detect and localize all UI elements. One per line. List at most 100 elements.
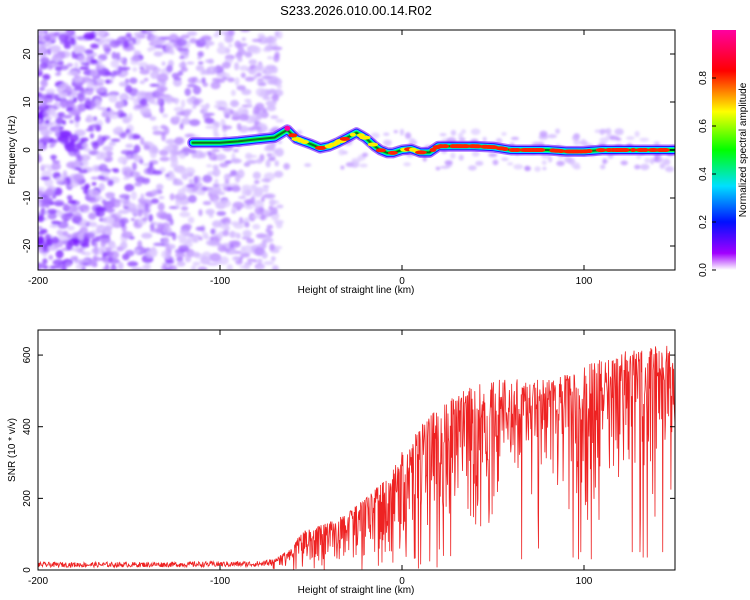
noise-blob bbox=[107, 179, 114, 187]
noise-blob bbox=[255, 233, 267, 239]
noise-blob bbox=[89, 133, 95, 139]
noise-blob bbox=[147, 166, 153, 172]
noise-blob bbox=[143, 144, 151, 151]
noise-blob bbox=[209, 186, 222, 194]
noise-blob bbox=[150, 198, 160, 204]
noise-blob bbox=[74, 114, 81, 123]
noise-blob bbox=[100, 171, 110, 176]
noise-blob bbox=[174, 253, 186, 258]
noise-blob bbox=[127, 261, 139, 267]
noise-blob bbox=[139, 66, 145, 70]
noise-blob bbox=[159, 149, 169, 156]
noise-blob bbox=[186, 61, 195, 65]
noise-blob bbox=[126, 154, 132, 160]
noise-blob bbox=[172, 182, 184, 186]
noise-blob bbox=[58, 33, 69, 42]
noise-blob bbox=[94, 206, 106, 212]
noise-blob bbox=[44, 188, 54, 197]
noise-blob bbox=[140, 193, 145, 203]
noise-blob bbox=[250, 196, 256, 205]
noise-blob bbox=[234, 77, 240, 86]
noise-blob bbox=[195, 226, 205, 231]
noise-blob bbox=[45, 88, 56, 94]
ridge-hotspot bbox=[472, 144, 482, 149]
noise-blob bbox=[152, 90, 161, 99]
noise-blob bbox=[602, 158, 607, 165]
noise-blob bbox=[212, 168, 221, 177]
noise-blob bbox=[178, 62, 187, 69]
noise-blob bbox=[268, 205, 274, 211]
noise-blob bbox=[226, 264, 233, 270]
noise-blob bbox=[215, 79, 225, 84]
ridge-hotspot bbox=[459, 144, 471, 149]
noise-blob bbox=[155, 183, 164, 191]
noise-blob bbox=[83, 32, 95, 41]
noise-blob bbox=[145, 30, 158, 33]
noise-blob bbox=[230, 221, 240, 226]
noise-blob bbox=[162, 236, 170, 246]
noise-blob bbox=[130, 217, 135, 222]
noise-blob bbox=[659, 162, 666, 170]
noise-blob bbox=[215, 153, 227, 161]
noise-blob bbox=[88, 222, 93, 226]
noise-blob bbox=[634, 130, 640, 138]
noise-blob bbox=[169, 193, 175, 201]
noise-blob bbox=[393, 130, 398, 134]
noise-blob bbox=[134, 249, 141, 254]
noise-blob bbox=[244, 76, 255, 82]
noise-blob bbox=[207, 188, 212, 193]
noise-blob bbox=[614, 128, 624, 136]
noise-blob bbox=[64, 262, 72, 267]
noise-blob bbox=[231, 206, 238, 211]
noise-blob bbox=[85, 116, 95, 123]
noise-blob bbox=[644, 157, 651, 164]
noise-blob bbox=[468, 165, 477, 171]
noise-blob bbox=[47, 212, 57, 220]
snr-x-tick-label: 100 bbox=[576, 576, 593, 587]
noise-blob bbox=[273, 54, 280, 63]
noise-blob bbox=[56, 85, 63, 93]
noise-blob bbox=[51, 162, 61, 171]
noise-blob bbox=[75, 263, 85, 270]
noise-blob bbox=[276, 84, 283, 89]
noise-blob bbox=[231, 116, 241, 121]
noise-blob bbox=[252, 171, 261, 180]
noise-blob bbox=[244, 189, 252, 196]
noise-blob bbox=[66, 62, 74, 67]
noise-blob bbox=[186, 31, 198, 37]
spectrogram-noise bbox=[38, 30, 675, 270]
noise-blob bbox=[65, 85, 73, 94]
colorbar-label: Normalized spectral amplitude bbox=[738, 82, 749, 217]
noise-blob bbox=[230, 99, 239, 108]
noise-blob bbox=[200, 256, 211, 265]
snr-y-tick-label: 600 bbox=[22, 346, 33, 363]
noise-blob bbox=[209, 252, 222, 262]
noise-blob bbox=[245, 160, 257, 164]
noise-blob bbox=[510, 136, 520, 141]
noise-blob bbox=[244, 221, 250, 228]
noise-blob bbox=[66, 30, 73, 35]
noise-blob bbox=[131, 162, 137, 171]
spectrogram-x-tick-label: 100 bbox=[576, 276, 593, 287]
noise-blob bbox=[104, 71, 112, 76]
noise-blob bbox=[67, 199, 77, 205]
noise-blob bbox=[189, 251, 201, 258]
noise-blob bbox=[513, 164, 524, 170]
noise-blob bbox=[261, 252, 268, 259]
noise-blob bbox=[78, 169, 89, 174]
ridge-hotspot bbox=[647, 148, 659, 152]
noise-blob bbox=[163, 145, 174, 151]
noise-blob bbox=[38, 186, 46, 191]
colorbar-tick-label: 0.2 bbox=[698, 215, 709, 229]
noise-blob bbox=[501, 157, 509, 161]
noise-blob bbox=[189, 119, 201, 127]
noise-blob bbox=[83, 232, 96, 239]
noise-blob bbox=[174, 136, 185, 145]
noise-blob bbox=[142, 264, 150, 270]
noise-blob bbox=[40, 79, 48, 88]
noise-blob bbox=[38, 214, 45, 223]
noise-blob bbox=[340, 165, 345, 170]
ridge-hotspot bbox=[359, 135, 371, 140]
noise-blob bbox=[38, 231, 45, 236]
